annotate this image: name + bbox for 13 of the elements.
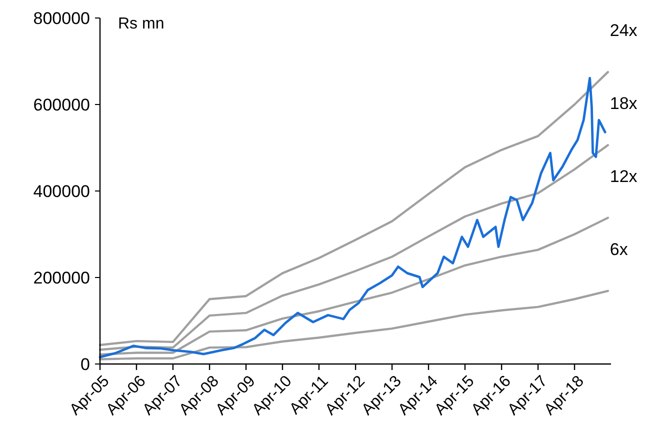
series-label: 6x <box>610 240 628 259</box>
line-series <box>98 144 609 351</box>
y-tick-label: 0 <box>80 354 90 374</box>
y-tick-label: 800000 <box>33 8 90 28</box>
y-tick-label: 400000 <box>33 182 90 201</box>
y-tick-label: 600000 <box>33 95 90 114</box>
y-tick-label: 200000 <box>33 268 90 288</box>
y-axis-title: Rs mn <box>118 16 164 33</box>
series-label: 18x <box>610 94 638 114</box>
line-series <box>98 216 609 356</box>
series-label: 24x <box>610 21 638 40</box>
line-series <box>98 290 609 360</box>
series-label: 12x <box>610 166 638 186</box>
